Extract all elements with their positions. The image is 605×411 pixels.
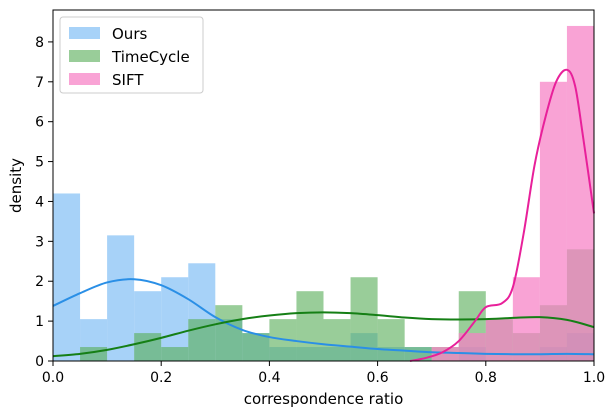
x-tick-label: 0.8 — [475, 370, 497, 386]
x-axis-label: correspondence ratio — [244, 390, 404, 408]
bar-timecycle-3 — [134, 333, 162, 361]
bar-sift-17 — [512, 277, 540, 361]
bar-sift-19 — [566, 25, 594, 361]
y-tick-label: 5 — [35, 155, 44, 171]
bar-timecycle-9 — [296, 291, 324, 361]
kde-line-ours — [52, 278, 595, 356]
legend-swatch-ours — [69, 27, 100, 39]
y-tick-label: 8 — [35, 35, 44, 51]
kde-curves — [52, 68, 595, 362]
bar-timecycle-6 — [215, 305, 243, 361]
legend-label-ours: Ours — [112, 25, 147, 43]
bar-timecycle-7 — [242, 333, 270, 361]
x-tick-label: 0.6 — [366, 370, 388, 386]
x-tick-label: 1.0 — [583, 370, 605, 386]
x-tick-label: 0.2 — [150, 370, 172, 386]
legend-label-timecycle: TimeCycle — [111, 48, 190, 66]
x-axis-ticks: 0.0 0.2 0.4 0.6 0.8 1.0 — [42, 361, 605, 386]
legend: Ours TimeCycle SIFT — [59, 16, 204, 94]
y-tick-label: 1 — [35, 314, 44, 330]
y-axis-ticks: 0 1 2 3 4 5 6 7 8 — [35, 35, 53, 370]
bar-sift-15 — [458, 333, 486, 361]
y-tick-label: 3 — [35, 234, 44, 250]
legend-swatch-timecycle — [69, 50, 100, 62]
y-tick-label: 0 — [35, 354, 44, 370]
kde-line-timecycle — [52, 311, 595, 358]
y-tick-label: 7 — [35, 75, 44, 91]
bar-timecycle-10 — [323, 319, 351, 361]
x-tick-label: 0.0 — [42, 370, 64, 386]
y-tick-label: 6 — [35, 115, 44, 131]
bar-ours-2 — [107, 235, 135, 361]
bar-timecycle-4 — [161, 347, 189, 361]
legend-label-sift: SIFT — [112, 71, 144, 89]
x-tick-label: 0.4 — [258, 370, 280, 386]
bar-sift-14 — [431, 347, 459, 361]
plot-area-frame — [52, 9, 595, 362]
bar-ours-0 — [53, 193, 81, 361]
y-axis-label: density — [7, 158, 25, 213]
y-tick-label: 2 — [35, 274, 44, 290]
bar-timecycle-12 — [377, 319, 405, 361]
kde-line-sift — [409, 68, 595, 362]
y-tick-label: 4 — [35, 194, 44, 210]
legend-swatch-sift — [69, 73, 100, 85]
histogram-bars — [53, 25, 594, 361]
bar-sift-18 — [539, 81, 567, 361]
